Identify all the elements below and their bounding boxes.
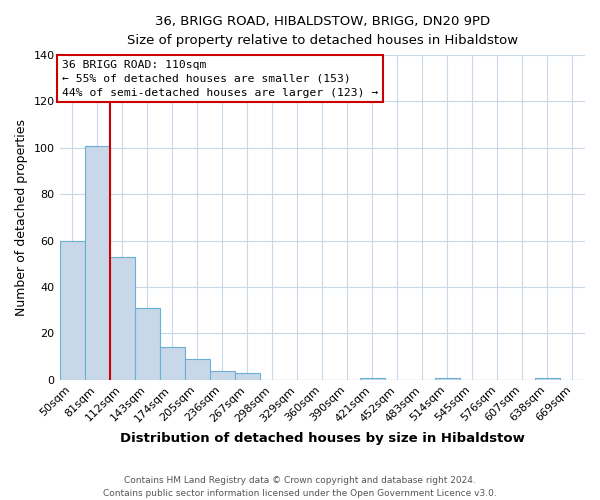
Y-axis label: Number of detached properties: Number of detached properties bbox=[15, 119, 28, 316]
Bar bbox=[209, 370, 235, 380]
X-axis label: Distribution of detached houses by size in Hibaldstow: Distribution of detached houses by size … bbox=[120, 432, 525, 445]
Bar bbox=[185, 359, 209, 380]
Bar bbox=[235, 373, 260, 380]
Bar bbox=[134, 308, 160, 380]
Bar bbox=[435, 378, 460, 380]
Text: Contains HM Land Registry data © Crown copyright and database right 2024.
Contai: Contains HM Land Registry data © Crown c… bbox=[103, 476, 497, 498]
Bar bbox=[535, 378, 560, 380]
Bar bbox=[59, 240, 85, 380]
Bar bbox=[360, 378, 385, 380]
Bar bbox=[160, 348, 185, 380]
Bar bbox=[110, 257, 134, 380]
Title: 36, BRIGG ROAD, HIBALDSTOW, BRIGG, DN20 9PD
Size of property relative to detache: 36, BRIGG ROAD, HIBALDSTOW, BRIGG, DN20 … bbox=[127, 15, 518, 47]
Bar bbox=[85, 146, 110, 380]
Text: 36 BRIGG ROAD: 110sqm
← 55% of detached houses are smaller (153)
44% of semi-det: 36 BRIGG ROAD: 110sqm ← 55% of detached … bbox=[62, 60, 378, 98]
